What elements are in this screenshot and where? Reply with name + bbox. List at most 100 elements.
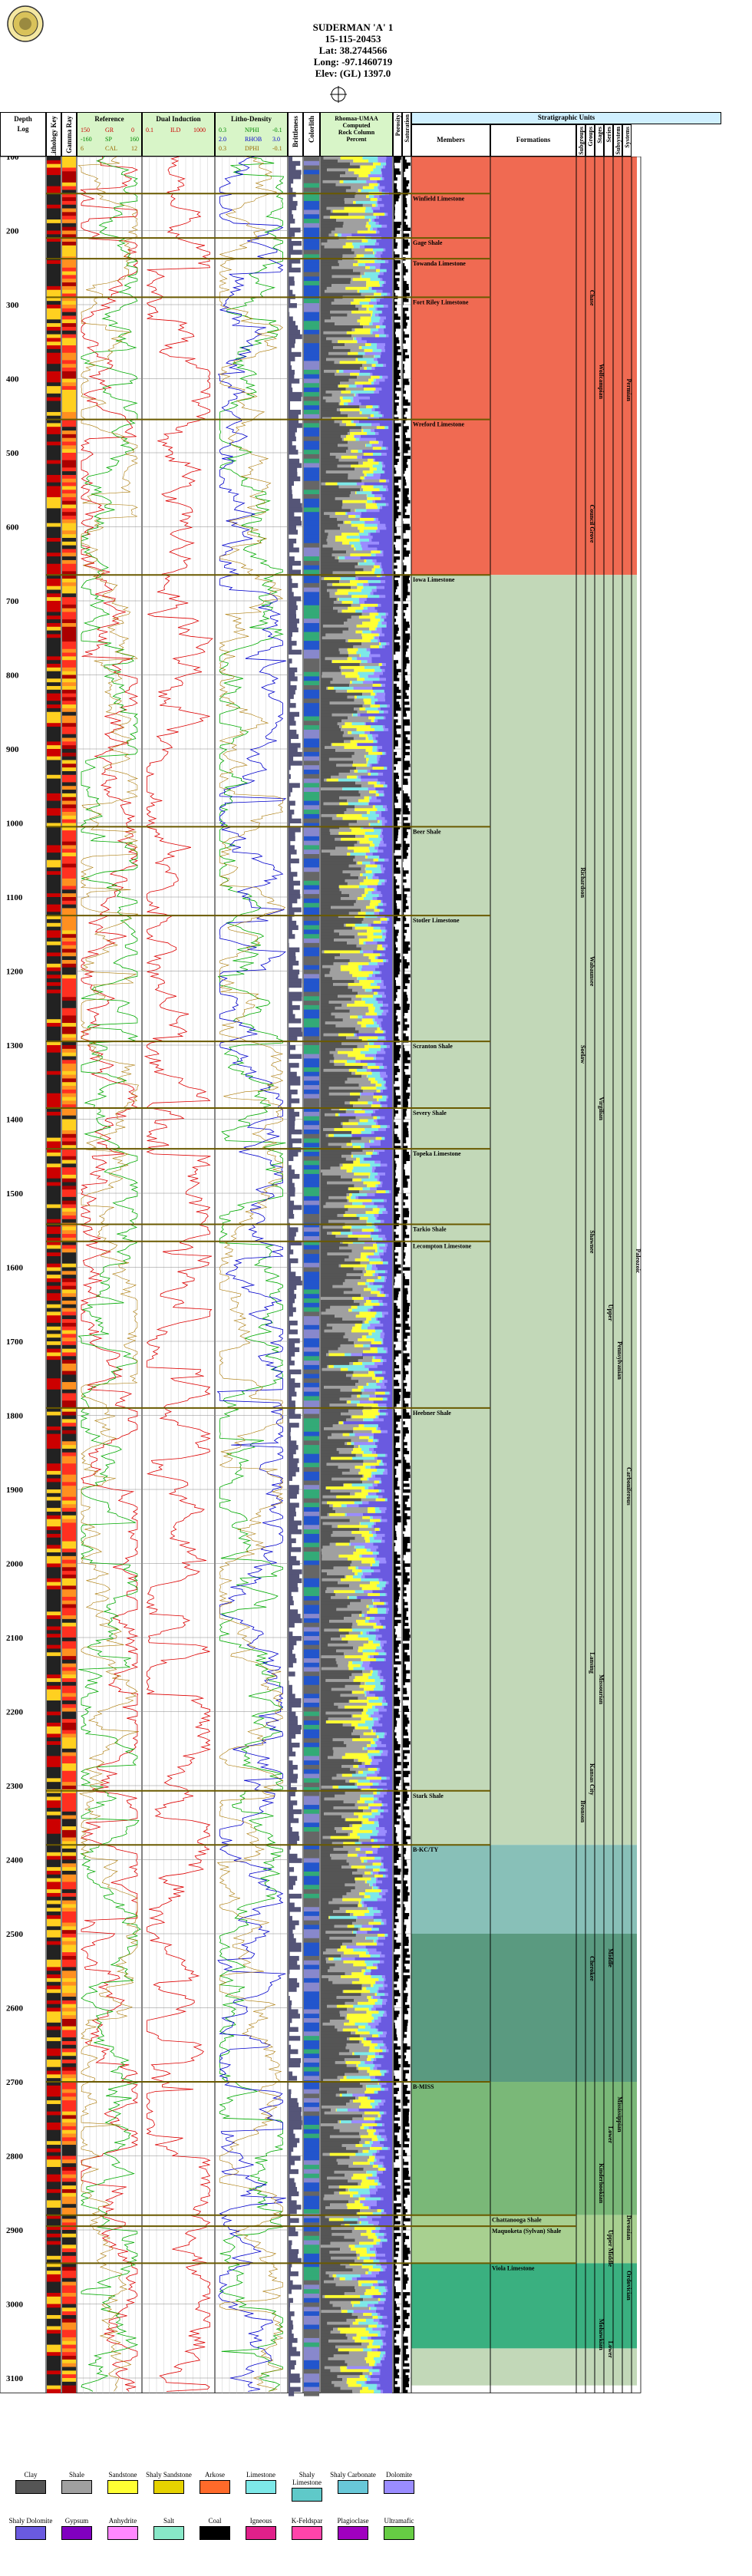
colorlith-cell <box>304 1045 319 1051</box>
rock-column-cell <box>381 811 392 815</box>
gamma-color-cell <box>62 571 76 576</box>
rock-column-cell <box>362 364 372 368</box>
rock-column-cell <box>385 1412 388 1416</box>
rock-column-cell <box>368 582 392 587</box>
rock-column-cell <box>328 533 342 536</box>
rock-column-cell <box>342 816 368 821</box>
rock-column-cell <box>352 1178 362 1182</box>
rock-column-cell <box>379 230 392 234</box>
rock-column-cell <box>369 627 376 632</box>
brittleness-bar <box>289 645 292 651</box>
rock-column-cell <box>339 725 342 729</box>
rock-column-cell <box>382 1397 387 1401</box>
colorlith-cell <box>304 1582 319 1588</box>
rock-column-cell <box>385 716 392 720</box>
rock-column-cell <box>366 1219 368 1224</box>
colorlith-cell <box>304 1222 319 1228</box>
rock-column-cell <box>350 390 374 394</box>
rock-column-cell <box>375 216 379 219</box>
rock-column-cell <box>364 262 381 267</box>
rock-column-cell <box>383 1418 392 1422</box>
rock-column-cell <box>381 168 392 172</box>
litho-key-cell <box>47 2311 61 2316</box>
litho-key-cell <box>47 575 61 579</box>
litho-key-cell <box>47 423 61 427</box>
colorlith-cell <box>304 778 319 783</box>
rock-column-cell <box>381 642 387 646</box>
rock-column-cell <box>359 517 374 522</box>
rock-column-cell <box>384 1084 386 1087</box>
rock-column-cell <box>321 440 348 444</box>
brittleness-bar <box>289 241 302 246</box>
brittleness-bar <box>289 1111 300 1117</box>
rock-column-cell <box>338 1421 343 1425</box>
gamma-color-cell <box>62 1911 76 1916</box>
litho-key-cell <box>47 745 61 750</box>
litho-key-cell <box>47 1671 61 1675</box>
rock-column-cell <box>368 787 376 791</box>
rock-column-cell <box>360 1294 378 1298</box>
litho-key-cell <box>47 1870 61 1875</box>
gamma-color-cell <box>62 1278 76 1283</box>
brittleness-bar <box>289 2155 301 2161</box>
litho-key-cell <box>47 2100 61 2105</box>
gamma-color-cell <box>62 545 76 549</box>
rock-column-cell <box>350 372 359 377</box>
rock-column-cell <box>342 734 360 738</box>
rock-column-cell <box>375 553 384 557</box>
rock-column-cell <box>351 1353 362 1357</box>
brittleness-bar <box>289 894 301 899</box>
rock-column-cell <box>321 1380 359 1384</box>
litho-key-cell <box>47 793 61 798</box>
rock-column-cell <box>366 473 374 477</box>
rock-column-cell <box>379 1178 392 1182</box>
rock-column-cell <box>321 1367 322 1372</box>
rock-column-cell <box>365 870 372 874</box>
rock-column-cell <box>384 790 392 794</box>
rock-column-cell <box>382 1299 392 1304</box>
rock-column-cell <box>340 526 358 530</box>
rock-column-cell <box>321 506 342 510</box>
colorlith-cell <box>304 472 319 477</box>
brittleness-bar <box>289 2076 298 2081</box>
rock-column-cell <box>376 230 380 234</box>
brittleness-bar <box>289 236 292 242</box>
rock-column-cell <box>340 1166 354 1170</box>
gamma-color-cell <box>62 2082 76 2086</box>
rock-column-cell <box>361 239 368 243</box>
brittleness-bar <box>289 547 299 552</box>
litho-key-cell <box>47 249 61 253</box>
rock-column-cell <box>386 1208 392 1212</box>
colorlith-cell <box>304 1574 319 1579</box>
rock-column-cell <box>379 1252 384 1256</box>
rock-column-cell <box>374 727 384 732</box>
colorlith-cell <box>304 503 319 508</box>
litho-key-cell <box>47 1263 61 1268</box>
rock-column-cell <box>348 606 364 611</box>
litho-key-cell <box>47 1593 61 1598</box>
rock-column-cell <box>374 1175 380 1179</box>
rock-column-cell <box>342 503 366 506</box>
gamma-color-cell <box>62 853 76 857</box>
rock-column-cell <box>321 1362 350 1366</box>
rock-column-cell <box>380 520 392 525</box>
litho-key-cell <box>47 774 61 780</box>
colorlith-cell <box>304 1098 319 1103</box>
rock-column-cell <box>378 778 392 782</box>
colorlith-cell <box>304 2142 319 2148</box>
colorlith-cell <box>304 285 319 291</box>
rock-column-cell <box>376 1383 384 1387</box>
litho-key-cell <box>47 1508 61 1512</box>
colorlith-cell <box>304 1307 319 1312</box>
rock-column-cell <box>382 1001 392 1004</box>
rock-column-cell <box>321 1169 347 1173</box>
rock-column-cell <box>361 189 379 193</box>
colorlith-cell <box>304 2262 319 2268</box>
litho-key-cell <box>47 1156 61 1161</box>
litho-key-cell <box>47 2115 61 2119</box>
rock-column-cell <box>388 1009 392 1014</box>
rock-column-cell <box>362 1089 377 1093</box>
colorlith-cell <box>304 2356 319 2361</box>
litho-key-cell <box>47 1256 61 1261</box>
colorlith-cell <box>304 1880 319 1885</box>
